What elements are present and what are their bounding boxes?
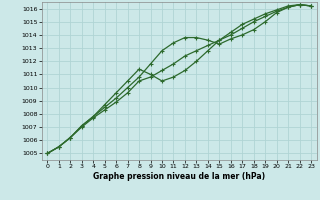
X-axis label: Graphe pression niveau de la mer (hPa): Graphe pression niveau de la mer (hPa) [93, 172, 265, 181]
